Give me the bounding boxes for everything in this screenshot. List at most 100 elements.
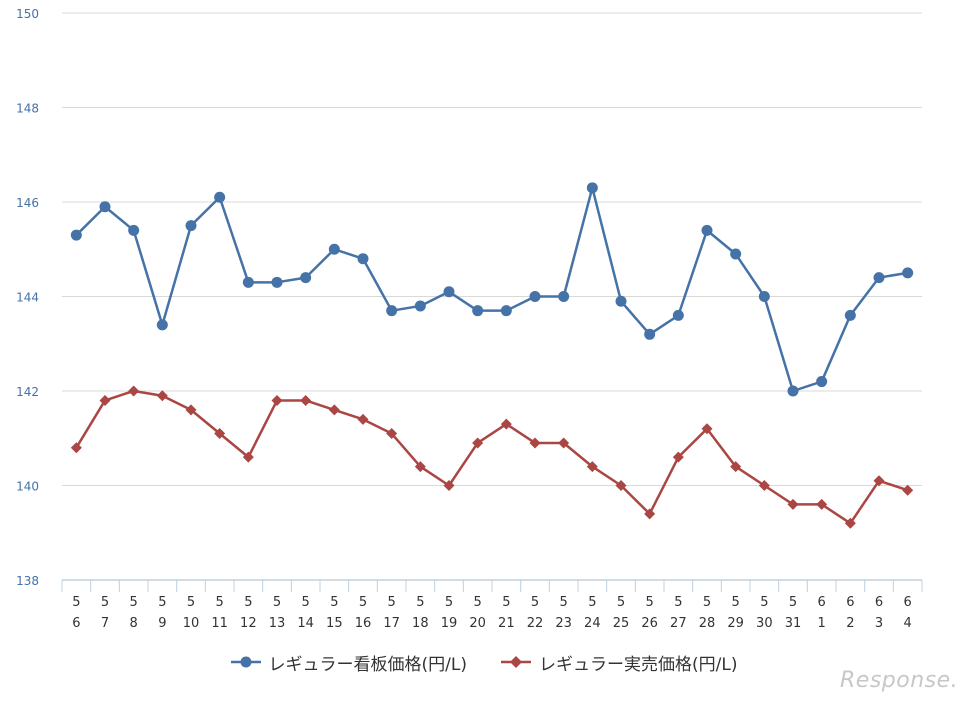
x-tick-label-day: 3 xyxy=(875,616,883,631)
x-tick-label-day: 1 xyxy=(818,616,826,631)
x-tick-label-day: 6 xyxy=(72,616,80,631)
data-point xyxy=(357,413,369,425)
data-point xyxy=(758,291,770,302)
data-point xyxy=(529,437,541,449)
data-point xyxy=(128,224,140,236)
x-tick-label-day: 10 xyxy=(183,616,200,631)
data-point xyxy=(414,300,426,312)
diamond-marker-icon xyxy=(501,656,531,668)
x-tick-label-day: 30 xyxy=(756,616,773,631)
data-point xyxy=(214,428,226,440)
circle-marker-icon xyxy=(230,656,261,668)
data-point xyxy=(500,418,512,430)
data-point xyxy=(328,243,340,255)
data-point xyxy=(443,286,455,298)
x-tick-label-month: 6 xyxy=(846,595,854,610)
x-tick-label-day: 25 xyxy=(613,616,630,631)
x-tick-label-month: 5 xyxy=(244,595,252,610)
x-tick-label-month: 5 xyxy=(760,595,768,610)
x-axis: 5657585951051151251351451551651751851952… xyxy=(61,579,923,631)
legend-label-signboard-price: レギュラー看板価格(円/L) xyxy=(268,654,467,675)
x-tick-label-day: 23 xyxy=(555,616,572,631)
response-logo: Response. xyxy=(840,668,959,693)
data-point xyxy=(787,385,799,397)
data-point xyxy=(644,328,656,340)
y-tick-label: 148 xyxy=(16,102,39,116)
data-point xyxy=(672,309,684,321)
data-point xyxy=(816,498,828,510)
y-tick-label: 150 xyxy=(16,7,39,21)
legend-label-actual-price: レギュラー実売価格(円/L) xyxy=(539,654,738,675)
x-tick-label-day: 20 xyxy=(469,616,486,631)
data-point xyxy=(730,248,742,260)
x-tick-label-month: 6 xyxy=(875,595,883,610)
x-tick-label-day: 31 xyxy=(785,616,802,631)
x-tick-label-day: 17 xyxy=(383,616,400,631)
x-tick-label-day: 19 xyxy=(441,616,458,631)
x-tick-label-day: 12 xyxy=(240,616,257,631)
data-point xyxy=(300,272,312,284)
data-point xyxy=(844,517,856,529)
x-tick-label-day: 26 xyxy=(641,616,658,631)
data-point xyxy=(701,224,713,236)
x-tick-label-month: 5 xyxy=(445,595,453,610)
x-tick-label-month: 5 xyxy=(130,595,138,610)
series-line xyxy=(75,186,908,393)
x-tick-label-day: 8 xyxy=(130,616,138,631)
data-point xyxy=(414,461,426,473)
data-point xyxy=(70,442,82,454)
data-point xyxy=(844,309,856,321)
data-point xyxy=(386,305,398,317)
x-tick-label-month: 5 xyxy=(388,595,396,610)
data-point xyxy=(787,498,799,510)
data-point xyxy=(271,276,283,288)
x-tick-label-month: 5 xyxy=(674,595,682,610)
x-tick-label-day: 2 xyxy=(846,616,854,631)
data-point xyxy=(586,461,598,473)
x-tick-label-day: 14 xyxy=(297,616,314,631)
legend-item-actual-price[interactable]: レギュラー実売価格(円/L) xyxy=(501,650,737,675)
x-tick-label-month: 5 xyxy=(703,595,711,610)
data-point xyxy=(242,276,254,288)
x-tick-label-day: 15 xyxy=(326,616,343,631)
y-tick-label: 140 xyxy=(16,480,39,494)
x-tick-label-month: 6 xyxy=(904,595,912,610)
data-point xyxy=(271,394,283,406)
x-tick-label-month: 5 xyxy=(588,595,596,610)
x-tick-label-month: 5 xyxy=(359,595,367,610)
data-point xyxy=(328,404,340,416)
data-point xyxy=(558,291,570,302)
x-tick-label-day: 4 xyxy=(904,616,912,631)
data-point xyxy=(99,394,111,406)
x-tick-label-month: 5 xyxy=(187,595,195,610)
data-point xyxy=(873,272,885,284)
x-tick-label-day: 11 xyxy=(211,616,228,631)
x-tick-label-day: 16 xyxy=(355,616,372,631)
legend[interactable]: レギュラー看板価格(円/L) レギュラー実売価格(円/L) xyxy=(0,648,968,676)
legend-item-signboard-price[interactable]: レギュラー看板価格(円/L) xyxy=(230,650,467,675)
data-point xyxy=(644,508,656,520)
data-point xyxy=(615,295,627,307)
data-point xyxy=(730,461,742,473)
data-point xyxy=(156,390,168,402)
data-point xyxy=(70,229,82,241)
grid-lines xyxy=(62,12,922,486)
data-point xyxy=(529,291,541,302)
x-tick-label-day: 7 xyxy=(101,616,109,631)
x-tick-label-month: 5 xyxy=(158,595,166,610)
data-point xyxy=(558,437,570,449)
data-point xyxy=(500,305,512,317)
data-point xyxy=(156,319,168,331)
x-tick-label-month: 5 xyxy=(531,595,539,610)
x-tick-label-day: 28 xyxy=(699,616,716,631)
data-point xyxy=(386,428,398,440)
x-tick-label-month: 5 xyxy=(330,595,338,610)
data-point xyxy=(672,451,684,463)
x-tick-label-month: 5 xyxy=(789,595,797,610)
x-tick-label-month: 6 xyxy=(818,595,826,610)
data-point xyxy=(758,480,770,491)
data-point xyxy=(701,423,713,435)
x-tick-label-day: 22 xyxy=(527,616,544,631)
data-point xyxy=(586,182,598,194)
